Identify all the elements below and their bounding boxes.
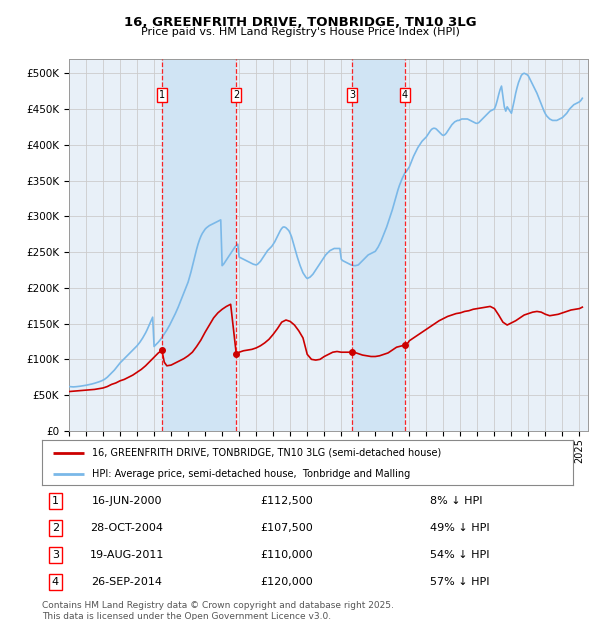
Text: £107,500: £107,500	[260, 523, 313, 533]
Text: £120,000: £120,000	[260, 577, 313, 587]
Text: 4: 4	[52, 577, 59, 587]
Text: 26-SEP-2014: 26-SEP-2014	[91, 577, 163, 587]
Text: 16, GREENFRITH DRIVE, TONBRIDGE, TN10 3LG (semi-detached house): 16, GREENFRITH DRIVE, TONBRIDGE, TN10 3L…	[92, 448, 442, 458]
Text: HPI: Average price, semi-detached house,  Tonbridge and Malling: HPI: Average price, semi-detached house,…	[92, 469, 410, 479]
Text: 28-OCT-2004: 28-OCT-2004	[91, 523, 163, 533]
Text: 8% ↓ HPI: 8% ↓ HPI	[430, 497, 482, 507]
Text: 57% ↓ HPI: 57% ↓ HPI	[430, 577, 489, 587]
Text: 3: 3	[52, 550, 59, 560]
Bar	[162, 59, 236, 431]
Text: £110,000: £110,000	[260, 550, 313, 560]
Text: Price paid vs. HM Land Registry's House Price Index (HPI): Price paid vs. HM Land Registry's House …	[140, 27, 460, 37]
Text: 54% ↓ HPI: 54% ↓ HPI	[430, 550, 489, 560]
Text: 4: 4	[402, 90, 408, 100]
Text: 16-JUN-2000: 16-JUN-2000	[92, 497, 162, 507]
Text: 2: 2	[52, 523, 59, 533]
Text: 1: 1	[52, 497, 59, 507]
Text: 16, GREENFRITH DRIVE, TONBRIDGE, TN10 3LG: 16, GREENFRITH DRIVE, TONBRIDGE, TN10 3L…	[124, 16, 476, 29]
Text: 1: 1	[159, 90, 165, 100]
Text: 49% ↓ HPI: 49% ↓ HPI	[430, 523, 489, 533]
Text: Contains HM Land Registry data © Crown copyright and database right 2025.
This d: Contains HM Land Registry data © Crown c…	[42, 601, 394, 620]
Text: 3: 3	[349, 90, 355, 100]
Text: 2: 2	[233, 90, 239, 100]
Text: £112,500: £112,500	[260, 497, 313, 507]
Bar	[352, 59, 405, 431]
Text: 19-AUG-2011: 19-AUG-2011	[90, 550, 164, 560]
